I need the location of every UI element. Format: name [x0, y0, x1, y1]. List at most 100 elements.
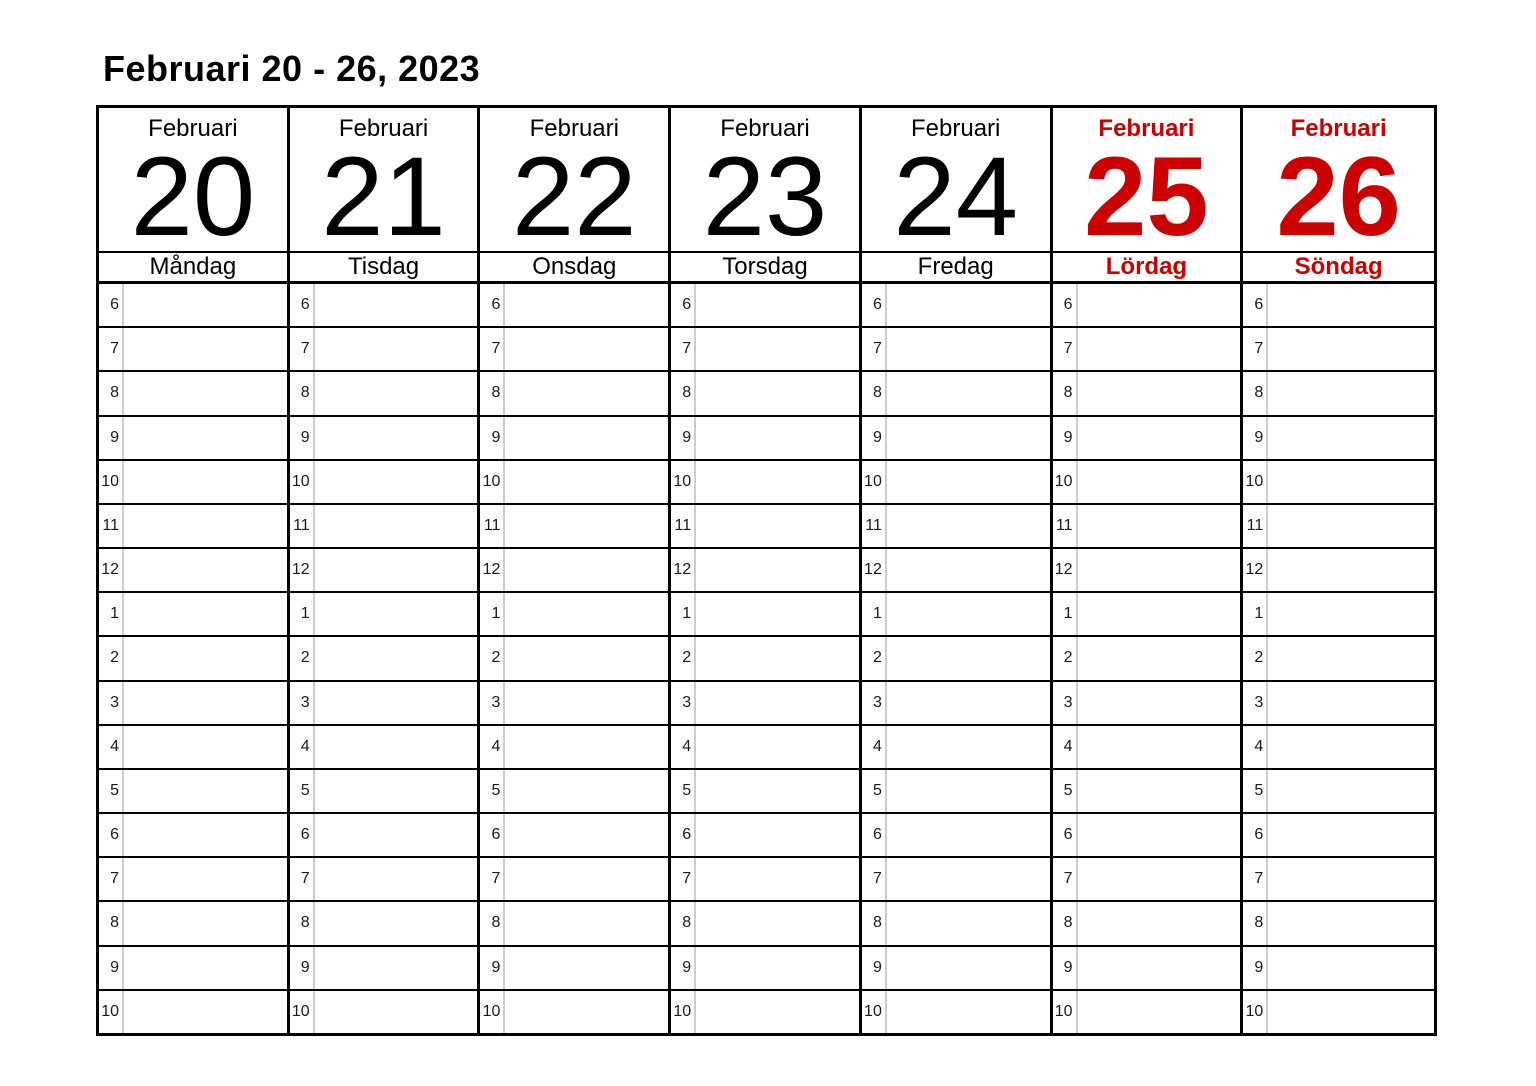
day-header: Februari 22: [480, 108, 669, 253]
hour-label: 2: [290, 637, 315, 680]
hour-writing-space: [315, 549, 478, 591]
hour-writing-space: [124, 505, 287, 547]
hour-writing-space: [1268, 814, 1434, 856]
hour-label: 7: [1053, 858, 1078, 901]
month-label: Februari: [720, 115, 810, 142]
hour-writing-space: [315, 505, 478, 547]
day-column: Februari 26 Söndag 6 7 8 9 10 11 12 1 2 …: [1243, 108, 1434, 1033]
hour-cell: 10: [671, 990, 859, 1033]
hour-cell: 7: [1052, 858, 1241, 903]
hour-label: 3: [862, 681, 887, 724]
hour-cell: 11: [480, 504, 669, 550]
hour-cell: 6: [671, 284, 859, 329]
hour-writing-space: [505, 417, 668, 459]
hour-label: 9: [1053, 946, 1078, 989]
hour-writing-space: [315, 637, 478, 679]
hour-writing-space: [696, 858, 859, 900]
hour-label: 6: [99, 814, 124, 857]
hour-cell: 2: [480, 637, 669, 682]
hour-cell: 9: [861, 416, 1050, 461]
weekday-label: Söndag: [1243, 253, 1434, 284]
hour-cell: 8: [480, 902, 669, 947]
hour-writing-space: [124, 814, 287, 856]
hour-label: 7: [290, 858, 315, 901]
hour-writing-space: [1078, 284, 1241, 326]
hour-label: 12: [1053, 549, 1078, 592]
hour-writing-space: [315, 372, 478, 414]
hour-writing-space: [124, 461, 287, 503]
hour-cell: 4: [671, 725, 859, 770]
hour-writing-space: [505, 549, 668, 591]
hour-cell: 12: [861, 549, 1050, 594]
hour-writing-space: [696, 372, 859, 414]
hour-cell: 6: [480, 284, 669, 329]
hour-label: 4: [480, 725, 506, 768]
hour-label: 4: [671, 725, 697, 768]
hour-cell: 11: [1052, 504, 1241, 550]
hour-label: 12: [290, 549, 315, 592]
hour-label: 7: [99, 858, 124, 901]
hour-writing-space: [1078, 770, 1241, 812]
hour-writing-space: [505, 461, 668, 503]
month-label: Februari: [529, 115, 619, 142]
hour-label: 9: [480, 946, 506, 989]
hour-label: 6: [99, 284, 124, 327]
hour-label: 8: [290, 902, 315, 945]
hour-cell: 3: [861, 681, 1050, 726]
hour-label: 8: [671, 372, 697, 415]
hour-label: 9: [671, 946, 697, 989]
hour-writing-space: [696, 947, 859, 989]
hour-cell: 2: [1052, 637, 1241, 682]
hour-writing-space: [1268, 505, 1434, 547]
hour-cell: 8: [289, 372, 478, 417]
page-title: Februari 20 - 26, 2023: [103, 48, 481, 89]
hour-cell: 9: [671, 416, 859, 461]
hour-writing-space: [887, 549, 1050, 591]
hour-writing-space: [124, 637, 287, 679]
hour-label: 8: [1243, 372, 1269, 415]
hour-label: 7: [1243, 328, 1269, 371]
hour-writing-space: [1268, 637, 1434, 679]
hour-cell: 6: [289, 284, 478, 329]
hour-label: 12: [480, 549, 506, 592]
hour-cell: 9: [1052, 946, 1241, 991]
hour-label: 9: [1243, 416, 1269, 459]
hour-label: 8: [99, 372, 124, 415]
hour-cell: 6: [1052, 284, 1241, 329]
hour-label: 5: [1243, 769, 1269, 813]
hour-writing-space: [315, 858, 478, 900]
hour-cell: 4: [99, 725, 287, 770]
hour-label: 7: [1243, 858, 1269, 901]
hour-writing-space: [124, 284, 287, 326]
hour-cell: 5: [671, 769, 859, 815]
hour-cell: 10: [1243, 990, 1434, 1033]
hour-cell: 8: [1052, 372, 1241, 417]
hour-label: 10: [862, 990, 887, 1033]
hour-cell: 10: [99, 990, 287, 1033]
hour-label: 10: [290, 460, 315, 503]
hour-cell: 12: [99, 549, 287, 594]
hour-label: 1: [290, 593, 315, 636]
hour-label: 12: [99, 549, 124, 592]
hour-writing-space: [124, 947, 287, 989]
hour-writing-space: [505, 902, 668, 944]
hour-cell: 7: [289, 328, 478, 373]
hour-label: 5: [290, 769, 315, 813]
hour-cell: 1: [671, 593, 859, 638]
hour-cell: 7: [671, 858, 859, 903]
hour-writing-space: [1078, 947, 1241, 989]
hour-writing-space: [696, 902, 859, 944]
hour-writing-space: [887, 593, 1050, 635]
hour-label: 7: [480, 328, 506, 371]
hour-cell: 2: [671, 637, 859, 682]
hour-cell: 9: [289, 416, 478, 461]
hour-cell: 10: [861, 460, 1050, 505]
hour-label: 2: [1243, 637, 1269, 680]
hour-writing-space: [1078, 505, 1241, 547]
hour-cell: 3: [99, 681, 287, 726]
hour-writing-space: [124, 726, 287, 768]
hour-label: 10: [290, 990, 315, 1033]
hour-writing-space: [1078, 902, 1241, 944]
hour-label: 9: [1243, 946, 1269, 989]
hour-cell: 12: [1243, 549, 1434, 594]
